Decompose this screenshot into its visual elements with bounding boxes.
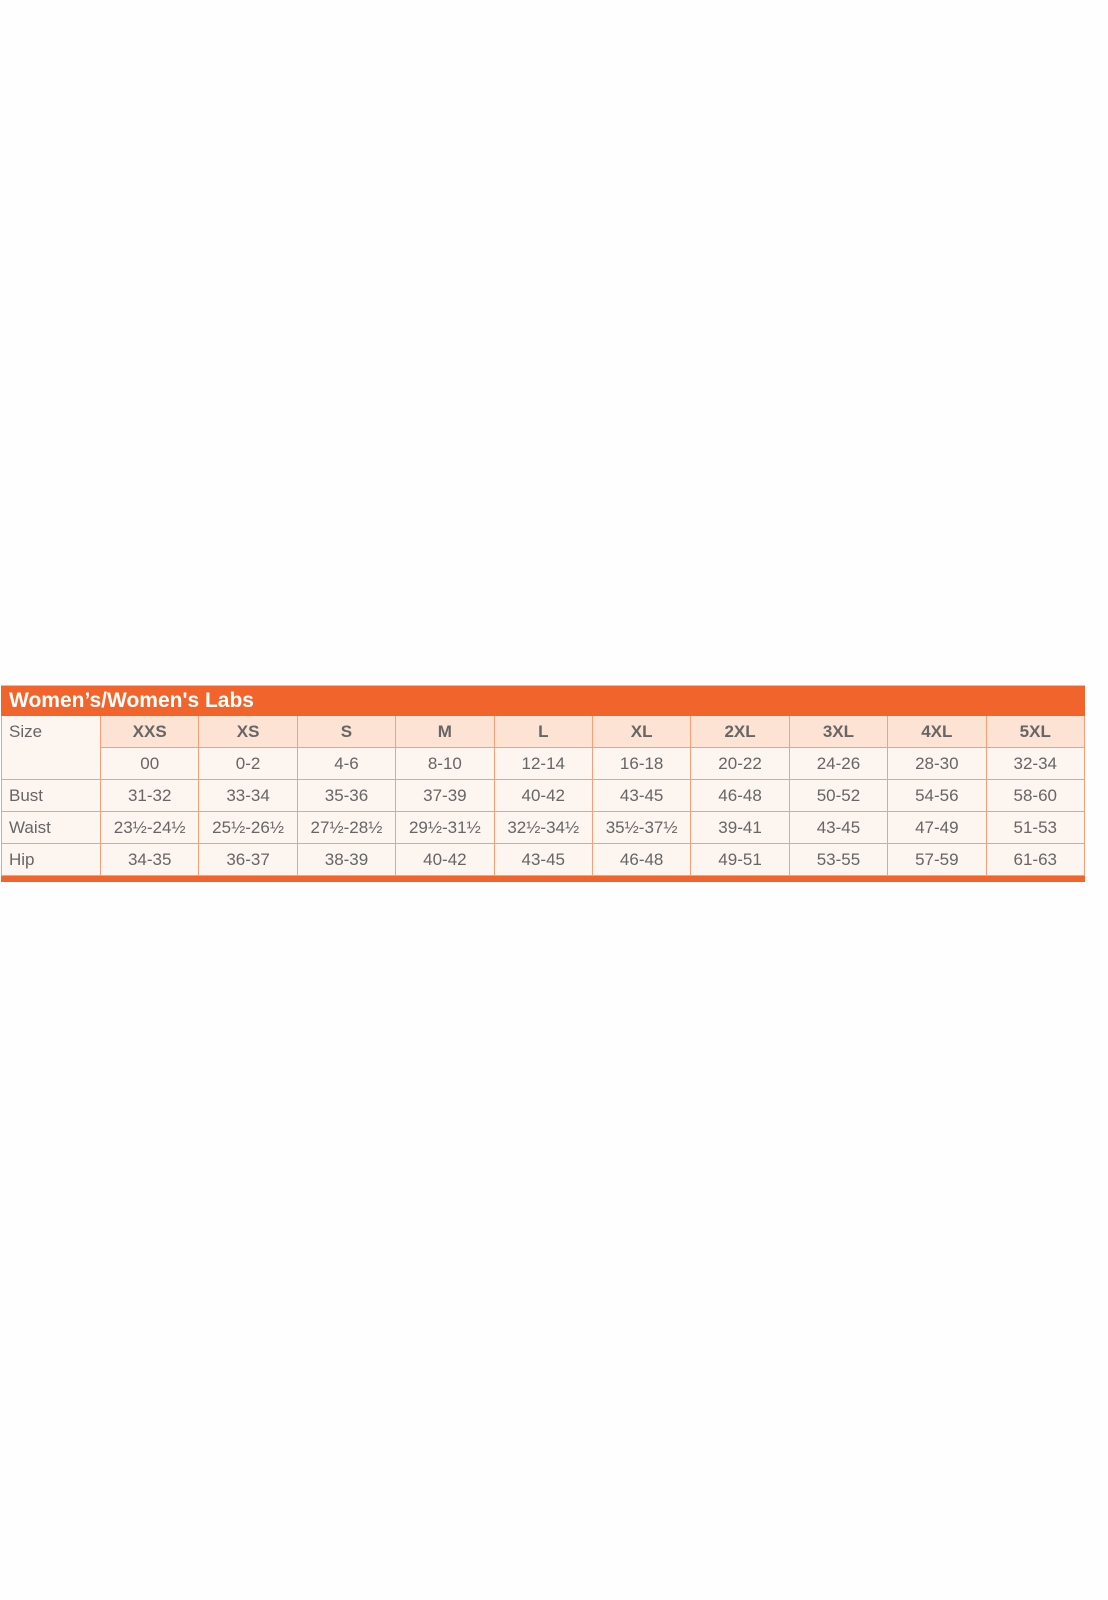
- numeric-size-cell: 4-6: [296, 747, 397, 780]
- measurement-cell: 33-34: [198, 779, 298, 812]
- measurement-cell: 50-52: [788, 779, 889, 812]
- row-label: Hip: [1, 843, 101, 876]
- numeric-size-cell: 8-10: [395, 747, 495, 780]
- size-table: Size XXS XS S M L XL 2XL 3XL 4XL 5XL 00 0-2 4-6 8-10 12…: [1, 716, 1086, 876]
- measurement-cell: 37-39: [395, 779, 495, 812]
- size-header: 5XL: [985, 716, 1086, 748]
- size-chart: Women’s/Women's Labs Size XXS XS S M L XL 2XL 3X…: [1, 685, 1086, 882]
- measurement-cell: 46-48: [591, 843, 692, 876]
- measurement-cell: 34-35: [99, 843, 200, 876]
- size-header: S: [296, 716, 397, 748]
- measurement-cell: 25½-26½: [198, 811, 298, 844]
- measurement-cell: 35-36: [296, 779, 397, 812]
- numeric-size-cell: 00: [99, 747, 200, 780]
- measurement-cell: 54-56: [887, 779, 987, 812]
- measurement-cell: 43-45: [788, 811, 889, 844]
- numeric-size-cell: 12-14: [493, 747, 593, 780]
- measurement-cell: 43-45: [591, 779, 692, 812]
- table-row: Bust 31-32 33-34 35-36 37-39 40-42 43-45 46-48 5…: [1, 779, 1086, 812]
- size-header: XS: [198, 716, 298, 748]
- size-header: XXS: [99, 716, 200, 748]
- numeric-size-cell: 0-2: [198, 747, 298, 780]
- numeric-size-cell: 24-26: [788, 747, 889, 780]
- measurement-cell: 38-39: [296, 843, 397, 876]
- table-row: Hip 34-35 36-37 38-39 40-42 43-45 46-48 49-51 53…: [1, 843, 1086, 876]
- measurement-cell: 31-32: [99, 779, 200, 812]
- row-label-size: Size: [1, 716, 101, 780]
- numeric-size-cell: 28-30: [887, 747, 987, 780]
- measurement-cell: 40-42: [395, 843, 495, 876]
- size-header: M: [395, 716, 495, 748]
- table-row: Waist 23½-24½ 25½-26½ 27½-28½ 29½-31½ 32½-34½…: [1, 811, 1086, 844]
- measurement-cell: 39-41: [690, 811, 790, 844]
- numeric-size-cell: 16-18: [591, 747, 692, 780]
- row-label: Waist: [1, 811, 101, 844]
- measurement-cell: 36-37: [198, 843, 298, 876]
- measurement-cell: 49-51: [690, 843, 790, 876]
- row-label: Bust: [1, 779, 101, 812]
- bottom-bar: [1, 876, 1085, 882]
- numeric-size-cell: 32-34: [985, 747, 1086, 780]
- size-header: 4XL: [887, 716, 987, 748]
- measurement-cell: 40-42: [493, 779, 593, 812]
- measurement-cell: 46-48: [690, 779, 790, 812]
- measurement-cell: 57-59: [887, 843, 987, 876]
- numeric-size-cell: 20-22: [690, 747, 790, 780]
- measurement-cell: 35½-37½: [591, 811, 692, 844]
- measurement-cell: 29½-31½: [395, 811, 495, 844]
- measurement-cell: 61-63: [985, 843, 1086, 876]
- measurement-cell: 23½-24½: [99, 811, 200, 844]
- size-header: XL: [591, 716, 692, 748]
- measurement-cell: 32½-34½: [493, 811, 593, 844]
- size-header: 3XL: [788, 716, 889, 748]
- measurement-cell: 51-53: [985, 811, 1086, 844]
- size-header: 2XL: [690, 716, 790, 748]
- measurement-cell: 58-60: [985, 779, 1086, 812]
- measurement-cell: 47-49: [887, 811, 987, 844]
- size-header: L: [493, 716, 593, 748]
- chart-title: Women’s/Women's Labs: [1, 685, 1085, 716]
- measurement-cell: 43-45: [493, 843, 593, 876]
- size-letter-row: Size XXS XS S M L XL 2XL 3XL 4XL 5XL: [1, 716, 1086, 780]
- numeric-size-row: 00 0-2 4-6 8-10 12-14 16-18 20-22 24-26 28-30 32-…: [2, 747, 1086, 780]
- measurement-cell: 27½-28½: [296, 811, 397, 844]
- measurement-cell: 53-55: [788, 843, 889, 876]
